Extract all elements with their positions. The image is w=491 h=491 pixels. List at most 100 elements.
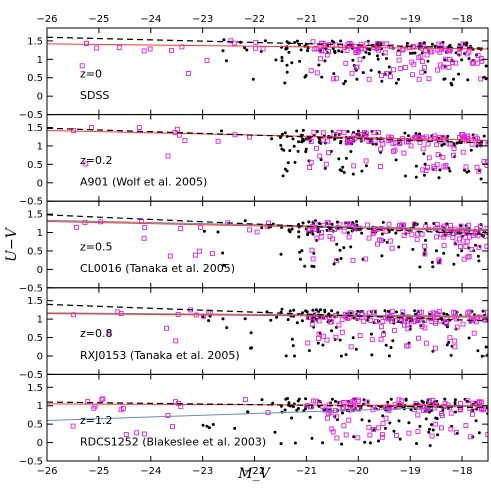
blue-fit-line bbox=[47, 405, 488, 421]
data-point-square bbox=[477, 400, 483, 405]
data-point-square bbox=[376, 425, 381, 431]
data-point-square bbox=[443, 162, 449, 168]
data-point-square bbox=[451, 231, 457, 237]
data-point-square bbox=[325, 220, 331, 226]
data-point-dot bbox=[295, 321, 299, 325]
data-point-dot bbox=[274, 58, 278, 62]
data-point-dot bbox=[367, 419, 371, 423]
data-point-square bbox=[328, 319, 334, 325]
data-point-dot bbox=[424, 221, 428, 225]
panel-frame bbox=[46, 27, 489, 116]
data-point-dot bbox=[298, 250, 302, 254]
data-point-square bbox=[422, 243, 428, 249]
data-point-square bbox=[325, 138, 331, 144]
data-point-square bbox=[436, 41, 442, 47]
data-point-dot bbox=[349, 150, 353, 153]
data-point-dot bbox=[298, 59, 302, 63]
data-point-dot bbox=[216, 230, 220, 234]
data-point-dot bbox=[364, 50, 368, 54]
data-point-square bbox=[352, 397, 358, 403]
data-point-square bbox=[425, 141, 431, 147]
data-point-square bbox=[419, 231, 425, 237]
data-point-square bbox=[136, 125, 142, 130]
plot-area bbox=[47, 396, 488, 448]
data-point-dot bbox=[249, 331, 253, 335]
data-point-dot bbox=[404, 174, 407, 178]
y-tick-label: 0.5 bbox=[27, 333, 43, 344]
data-point-dot bbox=[293, 441, 297, 445]
data-point-dot bbox=[340, 169, 344, 173]
dashed-fit-line bbox=[47, 303, 488, 322]
data-point-square bbox=[469, 247, 475, 253]
data-point-square bbox=[348, 344, 354, 350]
data-point-dot bbox=[362, 55, 366, 59]
data-point-square bbox=[473, 138, 479, 144]
data-point-dot bbox=[467, 336, 471, 340]
data-point-square bbox=[380, 141, 386, 147]
data-point-square bbox=[334, 435, 340, 441]
data-point-square bbox=[392, 401, 398, 407]
data-point-dot bbox=[275, 315, 279, 319]
data-point-square bbox=[247, 134, 253, 140]
data-point-square bbox=[254, 229, 260, 235]
data-point-dot bbox=[476, 349, 480, 353]
data-point-square bbox=[408, 143, 414, 149]
data-point-dot bbox=[352, 316, 356, 320]
data-point-dot bbox=[330, 309, 334, 313]
data-point-dot bbox=[427, 410, 431, 414]
data-point-square bbox=[396, 397, 402, 403]
data-point-dot bbox=[377, 70, 381, 74]
data-point-dot bbox=[339, 354, 343, 358]
data-point-square bbox=[447, 56, 453, 62]
data-point-square bbox=[389, 44, 394, 50]
data-point-square bbox=[367, 432, 373, 438]
data-point-dot bbox=[475, 144, 479, 148]
data-point-square bbox=[118, 407, 124, 413]
data-point-dot bbox=[447, 340, 451, 344]
data-point-dot bbox=[409, 408, 413, 412]
data-point-square bbox=[351, 163, 357, 169]
data-point-square bbox=[349, 70, 355, 76]
data-point-dot bbox=[225, 326, 229, 330]
data-point-dot bbox=[355, 77, 359, 81]
data-point-square bbox=[387, 238, 393, 244]
data-point-square bbox=[378, 336, 384, 342]
data-point-square bbox=[338, 43, 344, 49]
data-point-dot bbox=[344, 353, 348, 357]
data-point-square bbox=[402, 65, 408, 70]
red-fit-line bbox=[47, 43, 488, 50]
data-point-dot bbox=[386, 400, 390, 404]
data-point-dot bbox=[271, 401, 275, 405]
data-point-square bbox=[174, 126, 180, 132]
data-point-square bbox=[350, 257, 356, 263]
data-point-dot bbox=[346, 130, 350, 133]
data-point-dot bbox=[418, 132, 422, 136]
data-point-dot bbox=[284, 47, 288, 51]
data-point-square bbox=[454, 324, 460, 330]
data-point-dot bbox=[454, 410, 457, 414]
data-point-square bbox=[192, 252, 198, 258]
data-point-square bbox=[401, 318, 407, 324]
dataset-label: A901 (Wolf et al. 2005) bbox=[80, 176, 207, 189]
data-point-dot bbox=[269, 318, 273, 322]
data-point-dot bbox=[428, 444, 432, 448]
data-point-dot bbox=[283, 167, 287, 171]
data-point-square bbox=[134, 430, 140, 436]
data-point-dot bbox=[476, 254, 480, 258]
data-point-dot bbox=[370, 353, 374, 357]
data-point-square bbox=[451, 146, 457, 151]
data-point-dot bbox=[293, 41, 297, 44]
data-point-dot bbox=[330, 397, 334, 401]
data-point-square bbox=[204, 57, 210, 63]
data-point-square bbox=[418, 309, 424, 315]
data-point-dot bbox=[220, 129, 223, 133]
data-point-square bbox=[431, 164, 437, 169]
data-point-square bbox=[436, 259, 442, 265]
data-point-dot bbox=[293, 354, 296, 358]
data-point-dot bbox=[443, 77, 447, 81]
data-point-square bbox=[432, 133, 438, 139]
data-point-dot bbox=[453, 398, 457, 402]
y-axis-label: U−V bbox=[4, 226, 20, 262]
data-point-dot bbox=[414, 132, 418, 135]
data-point-dot bbox=[381, 220, 385, 224]
